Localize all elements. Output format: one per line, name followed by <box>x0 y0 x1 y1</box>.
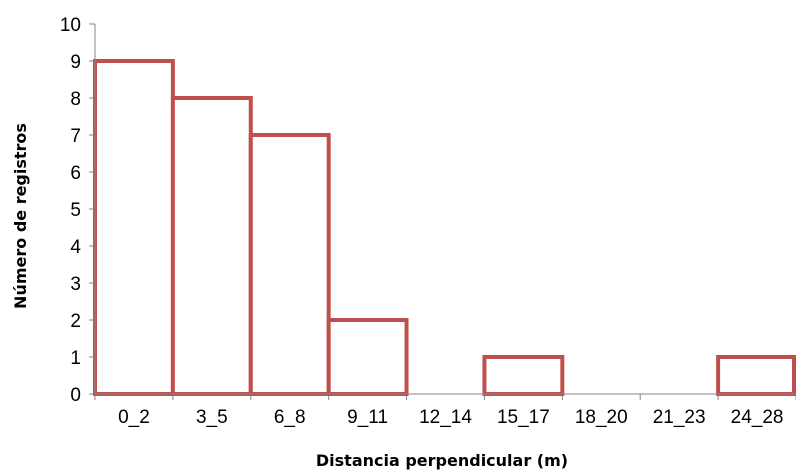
x-axis-title: Distancia perpendicular (m) <box>316 451 568 470</box>
bars-group <box>93 59 796 396</box>
x-tick-label: 3_5 <box>196 407 228 428</box>
y-tick-label: 10 <box>60 15 81 36</box>
bar-24_28 <box>716 355 796 396</box>
bar-9_11 <box>326 318 409 396</box>
y-axis-title: Número de registros <box>11 123 30 309</box>
y-tick-label: 8 <box>70 89 81 110</box>
x-tick-label: 9_11 <box>347 407 388 428</box>
x-tick-label: 12_14 <box>419 407 472 428</box>
y-tick-label: 4 <box>70 237 81 258</box>
x-tick-label: 0_2 <box>118 407 150 428</box>
y-tick-label: 0 <box>70 385 81 406</box>
bar-0_2 <box>93 59 175 396</box>
x-tick-label: 18_20 <box>575 407 628 428</box>
x-tick-label: 24_28 <box>731 407 784 428</box>
x-tick-label: 15_17 <box>497 407 550 428</box>
x-tick-label: 21_23 <box>653 407 706 428</box>
bar-15_17 <box>482 355 565 396</box>
y-tick-label: 7 <box>70 126 81 147</box>
y-tick-label: 1 <box>70 348 81 369</box>
x-axis-ticks: 0_2 3_5 6_8 9_11 12_14 15_17 18_20 21_23 24_28 <box>94 394 796 428</box>
y-tick-label: 6 <box>70 163 81 184</box>
y-axis-ticks: 0 1 2 3 4 5 6 7 8 9 10 <box>60 15 95 406</box>
y-tick-label: 9 <box>70 52 81 73</box>
y-tick-label: 5 <box>70 200 81 221</box>
bar-3_5 <box>170 96 253 396</box>
y-tick-label: 2 <box>70 311 81 332</box>
y-tick-label: 3 <box>70 274 81 295</box>
x-tick-label: 6_8 <box>274 407 306 428</box>
bar-6_8 <box>248 133 331 396</box>
